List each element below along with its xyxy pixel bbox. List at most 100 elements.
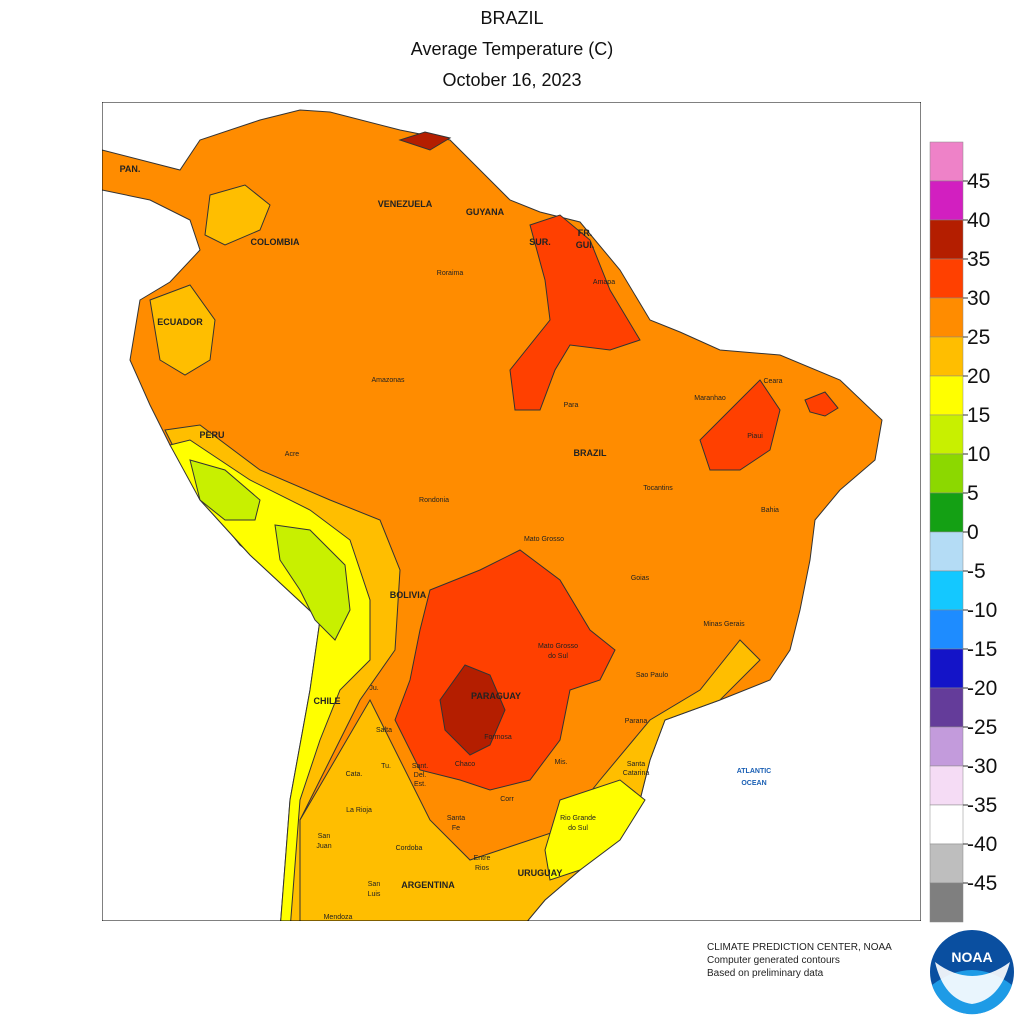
map: PAN. VENEZUELA GUYANA SUR. FR. GUI. COLO… — [102, 102, 921, 921]
level-label: -35 — [967, 794, 997, 817]
level-label: -40 — [967, 833, 997, 856]
region-label: VENEZUELA — [378, 199, 433, 209]
region-label: CHILE — [314, 696, 341, 706]
color-box — [929, 687, 964, 728]
region-label: Parana — [625, 718, 648, 725]
ocean-label: OCEAN — [741, 780, 766, 787]
noaa-logo: NOAA — [930, 930, 1014, 1015]
logo-text: NOAA — [951, 949, 992, 965]
ocean-label: ATLANTIC — [737, 768, 771, 775]
region-label: Piaui — [747, 433, 763, 440]
region-label: Tu. — [381, 763, 391, 770]
region-label: Minas Gerais — [703, 621, 745, 628]
region-label: BOLIVIA — [390, 590, 427, 600]
subtitle: Average Temperature (C) — [411, 39, 613, 59]
region-label: Mendoza — [324, 914, 353, 921]
colorbar: 45 40 35 30 25 20 15 10 5 0 -5 -10 -15 -20 -25 -30 -35 -4… — [929, 141, 997, 923]
region-label: SUR. — [529, 237, 551, 247]
cool-zone — [149, 284, 216, 376]
region-label: Fe — [452, 825, 460, 832]
region-label: Rio Grande — [560, 815, 596, 822]
region-label: Juan — [316, 843, 331, 850]
color-box — [929, 453, 964, 494]
color-box — [929, 843, 964, 884]
region-label: Maranhao — [694, 395, 726, 402]
region-label: Sant. — [412, 763, 428, 770]
color-box — [929, 726, 964, 767]
color-box — [929, 258, 964, 299]
region-label: COLOMBIA — [251, 237, 300, 247]
color-box — [929, 375, 964, 416]
color-box — [929, 648, 964, 689]
region-label: La Rioja — [346, 807, 372, 814]
hot-zone — [509, 214, 641, 411]
warm-zone — [299, 639, 761, 921]
region-label: Bahia — [761, 507, 779, 514]
region-label: do Sul — [548, 653, 568, 660]
color-box — [929, 492, 964, 533]
region-label: Santa — [627, 761, 645, 768]
region-label: GUI. — [576, 240, 595, 250]
region-label: Tocantins — [643, 485, 673, 492]
region-label: ARGENTINA — [401, 880, 455, 890]
region-label: Para — [564, 402, 579, 409]
color-box — [929, 609, 964, 650]
color-box — [929, 219, 964, 260]
cool-zone — [274, 524, 351, 641]
level-label: 35 — [967, 248, 990, 271]
region-label: do Sul — [568, 825, 588, 832]
level-label: 25 — [967, 326, 990, 349]
level-label: -30 — [967, 755, 997, 778]
region-label: BRAZIL — [574, 448, 607, 458]
level-label: -25 — [967, 716, 997, 739]
level-label: 15 — [967, 404, 990, 427]
hot-zone — [804, 391, 839, 417]
level-label: -10 — [967, 599, 997, 622]
level-label: 30 — [967, 287, 990, 310]
region-label: Catarina — [623, 770, 650, 777]
land — [102, 109, 883, 921]
hot-zone — [398, 131, 452, 151]
region-label: Cata. — [346, 771, 363, 778]
region-label: Chaco — [455, 761, 475, 768]
region-label: Sao Paulo — [636, 672, 668, 679]
region-label: San — [318, 833, 331, 840]
level-label: -5 — [967, 560, 986, 583]
level-label: -15 — [967, 638, 997, 661]
level-label: 45 — [967, 170, 990, 193]
region-label: Rios — [475, 865, 490, 872]
color-box — [929, 882, 964, 923]
cool-zone — [189, 459, 261, 521]
cool-zone — [204, 184, 271, 246]
region-label: Rondonia — [419, 497, 449, 504]
region-label: Cordoba — [396, 845, 423, 852]
color-box — [929, 336, 964, 377]
cool-zone — [544, 779, 646, 881]
level-label: -45 — [967, 872, 997, 895]
region-label: Est. — [414, 781, 426, 788]
hot-zone — [699, 379, 781, 471]
level-label: 20 — [967, 365, 990, 388]
color-box — [929, 414, 964, 455]
region-label: PERU — [199, 430, 224, 440]
region-label: Amapa — [593, 279, 615, 286]
title: BRAZIL — [480, 8, 543, 28]
region-label: Entre — [474, 855, 491, 862]
region-label: Goias — [631, 575, 650, 582]
region-label: Mis. — [555, 759, 568, 766]
region-label: Formosa — [484, 734, 512, 741]
color-box — [929, 141, 964, 182]
level-label: 40 — [967, 209, 990, 232]
color-box — [929, 570, 964, 611]
region-label: Ceara — [763, 378, 782, 385]
footer-line: Based on preliminary data — [707, 968, 824, 979]
region-label: ECUADOR — [157, 317, 203, 327]
region-label: Amazonas — [371, 377, 405, 384]
region-label: Ju. — [369, 685, 378, 692]
footer-line: Computer generated contours — [707, 955, 840, 966]
region-label: Salta — [376, 727, 392, 734]
region-label: URUGUAY — [518, 868, 563, 878]
level-label: 0 — [967, 521, 979, 544]
region-label: Roraima — [437, 270, 464, 277]
color-box — [929, 297, 964, 338]
